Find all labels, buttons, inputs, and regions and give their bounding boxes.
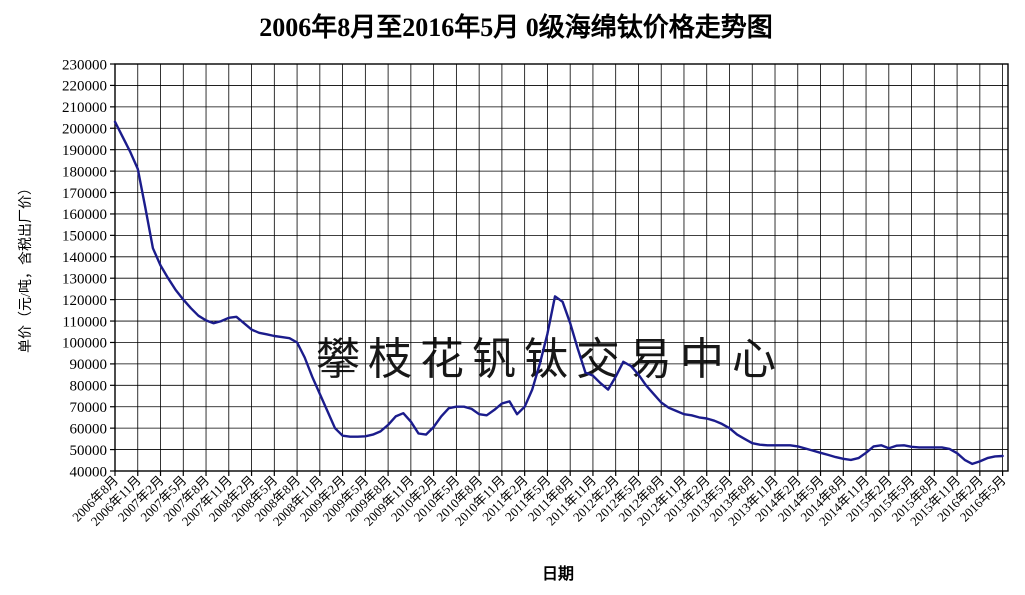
y-tick-label: 70000 xyxy=(70,400,108,416)
watermark: 攀枝花钒钛交易中心 xyxy=(316,335,784,384)
y-axis-labels: 40000 50000 60000 70000 80000 90000 100000 1100… xyxy=(62,57,107,480)
x-axis-labels: 2006年8月2006年11月2007年2月2007年5月2007年8月2007… xyxy=(69,473,1009,529)
y-axis-title: 单价（元/吨，含税出厂价） xyxy=(18,181,34,353)
y-tick-label: 80000 xyxy=(70,379,108,395)
y-tick-label: 160000 xyxy=(62,207,107,223)
axis-ticks xyxy=(110,63,1004,476)
y-tick-label: 110000 xyxy=(63,314,107,330)
y-tick-label: 40000 xyxy=(70,464,108,480)
y-tick-label: 140000 xyxy=(62,250,107,266)
chart-title: 2006年8月至2016年5月 0级海绵钛价格走势图 xyxy=(259,12,773,42)
y-tick-label: 130000 xyxy=(62,271,107,287)
y-tick-label: 200000 xyxy=(62,122,107,138)
y-tick-label: 170000 xyxy=(62,186,107,202)
y-tick-label: 60000 xyxy=(70,421,108,437)
y-tick-label: 180000 xyxy=(62,164,107,180)
plot-border xyxy=(114,63,1009,472)
y-tick-label: 90000 xyxy=(70,357,108,373)
y-tick-label: 100000 xyxy=(62,336,107,352)
y-tick-label: 190000 xyxy=(62,143,107,159)
x-axis-title: 日期 xyxy=(542,564,574,583)
y-tick-label: 120000 xyxy=(62,293,107,309)
y-tick-label: 220000 xyxy=(62,79,107,95)
y-tick-label: 210000 xyxy=(62,100,107,116)
y-tick-label: 50000 xyxy=(70,443,108,459)
gridlines xyxy=(115,64,1008,471)
y-tick-label: 150000 xyxy=(62,229,107,245)
price-line xyxy=(113,120,1004,466)
y-tick-label: 230000 xyxy=(62,57,107,73)
